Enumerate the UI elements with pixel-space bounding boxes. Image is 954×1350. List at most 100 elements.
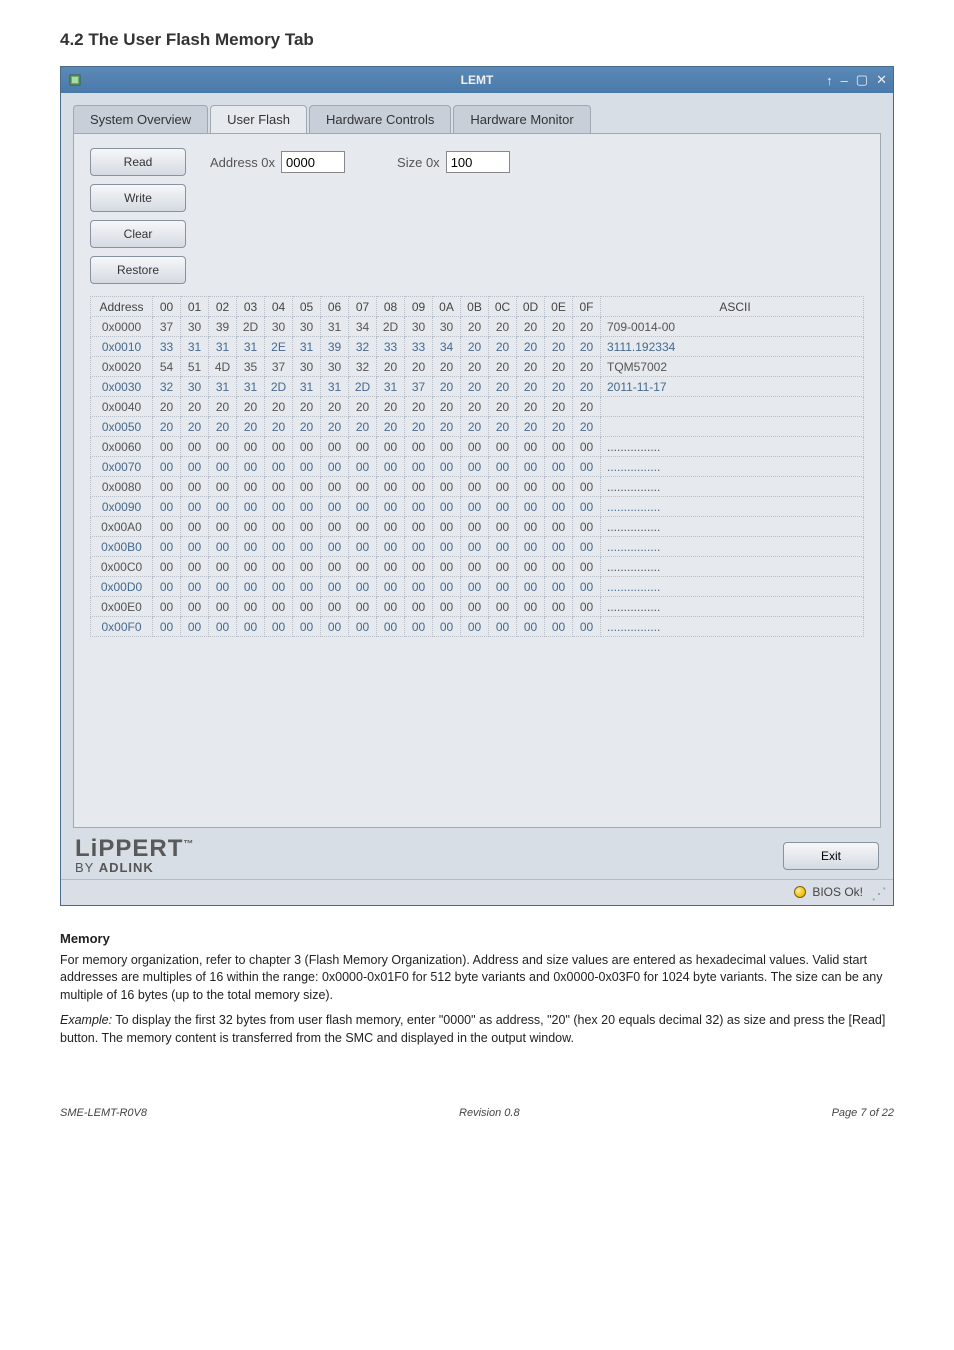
resize-grip-icon[interactable] bbox=[873, 886, 885, 898]
cell-hex: 20 bbox=[461, 397, 489, 417]
help-icon[interactable]: ↑ bbox=[826, 73, 833, 88]
cell-hex: 00 bbox=[209, 457, 237, 477]
col-0e: 0E bbox=[545, 297, 573, 317]
cell-hex: 00 bbox=[433, 457, 461, 477]
cell-hex: 20 bbox=[517, 417, 545, 437]
cell-hex: 20 bbox=[209, 417, 237, 437]
footer-right: Page 7 of 22 bbox=[832, 1107, 894, 1119]
cell-hex: 31 bbox=[209, 337, 237, 357]
cell-hex: 2D bbox=[377, 317, 405, 337]
memory-heading: Memory bbox=[60, 930, 894, 948]
cell-hex: 30 bbox=[181, 377, 209, 397]
table-row: 0x00003730392D303031342D3030202020202070… bbox=[91, 317, 864, 337]
cell-hex: 00 bbox=[293, 477, 321, 497]
cell-hex: 00 bbox=[181, 497, 209, 517]
cell-hex: 20 bbox=[153, 417, 181, 437]
logo-tm: ™ bbox=[183, 839, 194, 850]
cell-hex: 00 bbox=[209, 497, 237, 517]
minimize-icon[interactable]: – bbox=[841, 73, 848, 88]
cell-hex: 39 bbox=[209, 317, 237, 337]
cell-hex: 20 bbox=[181, 397, 209, 417]
tab-hardware-monitor[interactable]: Hardware Monitor bbox=[453, 105, 590, 133]
cell-hex: 00 bbox=[517, 517, 545, 537]
write-button[interactable]: Write bbox=[90, 184, 186, 212]
memory-p2: Example: To display the first 32 bytes f… bbox=[60, 1012, 894, 1047]
cell-hex: 20 bbox=[405, 357, 433, 377]
cell-hex: 2D bbox=[237, 317, 265, 337]
table-row: 0x0030323031312D31312D313720202020202020… bbox=[91, 377, 864, 397]
page-footer: SME-LEMT-R0V8 Revision 0.8 Page 7 of 22 bbox=[60, 1107, 894, 1119]
cell-hex: 4D bbox=[209, 357, 237, 377]
cell-address: 0x0020 bbox=[91, 357, 153, 377]
table-row: 0x007000000000000000000000000000000000..… bbox=[91, 457, 864, 477]
cell-hex: 00 bbox=[237, 577, 265, 597]
cell-hex: 31 bbox=[377, 377, 405, 397]
cell-hex: 00 bbox=[209, 597, 237, 617]
exit-button[interactable]: Exit bbox=[783, 842, 879, 870]
cell-hex: 00 bbox=[405, 517, 433, 537]
cell-hex: 20 bbox=[517, 357, 545, 377]
cell-hex: 20 bbox=[377, 417, 405, 437]
address-input[interactable] bbox=[281, 151, 345, 173]
cell-hex: 00 bbox=[461, 537, 489, 557]
cell-hex: 00 bbox=[573, 557, 601, 577]
cell-ascii: ................ bbox=[601, 537, 864, 557]
tab-hardware-controls[interactable]: Hardware Controls bbox=[309, 105, 451, 133]
close-icon[interactable]: ✕ bbox=[876, 72, 887, 88]
cell-hex: 2D bbox=[349, 377, 377, 397]
cell-hex: 20 bbox=[545, 417, 573, 437]
cell-hex: 00 bbox=[265, 557, 293, 577]
memory-table: Address 00 01 02 03 04 05 06 07 08 09 0A… bbox=[90, 296, 864, 637]
cell-hex: 34 bbox=[349, 317, 377, 337]
col-04: 04 bbox=[265, 297, 293, 317]
cell-hex: 20 bbox=[573, 337, 601, 357]
col-08: 08 bbox=[377, 297, 405, 317]
size-label: Size 0x bbox=[397, 155, 440, 170]
logo-lippert-text: LiPPERT bbox=[75, 835, 183, 862]
cell-hex: 31 bbox=[237, 337, 265, 357]
cell-hex: 00 bbox=[237, 517, 265, 537]
cell-hex: 20 bbox=[545, 397, 573, 417]
cell-hex: 20 bbox=[433, 377, 461, 397]
cell-address: 0x0000 bbox=[91, 317, 153, 337]
cell-hex: 00 bbox=[433, 597, 461, 617]
cell-hex: 00 bbox=[181, 597, 209, 617]
cell-hex: 00 bbox=[377, 477, 405, 497]
cell-hex: 00 bbox=[545, 437, 573, 457]
clear-button[interactable]: Clear bbox=[90, 220, 186, 248]
cell-ascii: ................ bbox=[601, 517, 864, 537]
cell-ascii bbox=[601, 397, 864, 417]
cell-hex: 37 bbox=[265, 357, 293, 377]
tab-system-overview[interactable]: System Overview bbox=[73, 105, 208, 133]
window-footer: LiPPERT™ BY ADLINK Exit bbox=[61, 828, 893, 879]
cell-hex: 00 bbox=[181, 517, 209, 537]
cell-hex: 00 bbox=[321, 577, 349, 597]
cell-hex: 20 bbox=[153, 397, 181, 417]
cell-hex: 31 bbox=[237, 377, 265, 397]
cell-hex: 00 bbox=[517, 477, 545, 497]
cell-hex: 00 bbox=[265, 477, 293, 497]
read-button[interactable]: Read bbox=[90, 148, 186, 176]
tab-user-flash[interactable]: User Flash bbox=[210, 105, 307, 133]
cell-hex: 00 bbox=[517, 617, 545, 637]
cell-hex: 00 bbox=[573, 497, 601, 517]
cell-address: 0x0010 bbox=[91, 337, 153, 357]
cell-hex: 31 bbox=[293, 337, 321, 357]
col-00: 00 bbox=[153, 297, 181, 317]
cell-hex: 37 bbox=[153, 317, 181, 337]
cell-hex: 00 bbox=[349, 557, 377, 577]
cell-hex: 00 bbox=[349, 597, 377, 617]
col-07: 07 bbox=[349, 297, 377, 317]
cell-hex: 00 bbox=[517, 437, 545, 457]
cell-ascii: ................ bbox=[601, 597, 864, 617]
cell-hex: 30 bbox=[265, 317, 293, 337]
restore-button[interactable]: Restore bbox=[90, 256, 186, 284]
cell-hex: 20 bbox=[405, 397, 433, 417]
cell-hex: 00 bbox=[321, 477, 349, 497]
cell-hex: 00 bbox=[517, 557, 545, 577]
maximize-icon[interactable]: ▢ bbox=[856, 72, 868, 88]
cell-hex: 30 bbox=[293, 317, 321, 337]
cell-hex: 20 bbox=[517, 377, 545, 397]
cell-address: 0x00D0 bbox=[91, 577, 153, 597]
size-input[interactable] bbox=[446, 151, 510, 173]
